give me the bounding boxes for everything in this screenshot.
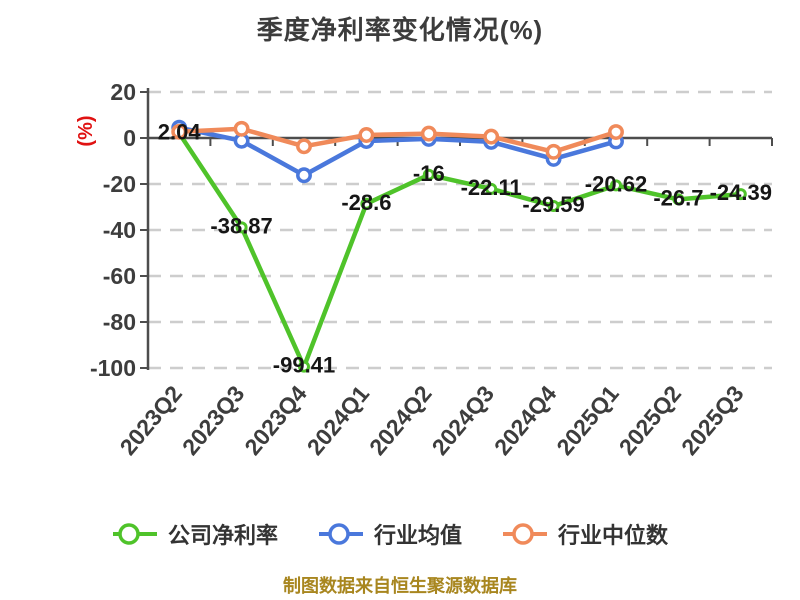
series-marker-industry-median: [420, 125, 437, 142]
series-marker-company: [610, 179, 622, 192]
y-tick-label: -80: [103, 309, 136, 335]
data-label: -22.11: [461, 175, 522, 200]
legend-label-industry-median: 行业中位数: [558, 523, 669, 548]
legend-item-industry-median[interactable]: 行业中位数: [502, 518, 668, 550]
legend-label-industry-average: 行业均值: [373, 523, 462, 548]
y-tick-label: 0: [123, 125, 136, 151]
data-label: -99.41: [273, 353, 335, 378]
data-label: 2.04: [158, 119, 202, 144]
line-marker-icon: [503, 523, 547, 545]
x-tick-label: 2023Q3: [177, 381, 250, 460]
legend-label-company: 公司净利率: [167, 523, 278, 548]
legend: 公司净利率 行业均值 行业中位数: [0, 518, 780, 550]
series-marker-company: [422, 168, 435, 181]
series-marker-industry-median: [296, 138, 312, 155]
series-marker-industry-median: [233, 120, 250, 137]
data-source-note: 制图数据来自恒生聚源数据库: [283, 576, 517, 596]
series-marker-industry-median: [171, 123, 188, 140]
x-tick-label: 2024Q4: [489, 380, 562, 460]
x-tick-label: 2024Q3: [426, 381, 499, 460]
series-marker-company: [672, 193, 685, 206]
legend-item-company[interactable]: 公司净利率: [112, 518, 278, 550]
data-label: -38.87: [210, 213, 272, 238]
series-marker-industry-median: [608, 124, 624, 140]
x-tick-label: 2025Q1: [551, 380, 624, 460]
x-tick-label: 2023Q2: [114, 381, 187, 460]
data-label: -26.7: [653, 185, 703, 210]
x-tick-label: 2025Q3: [676, 381, 749, 460]
series-marker-company: [734, 188, 747, 201]
legend-item-industry-average[interactable]: 行业均值: [318, 518, 462, 550]
series-line-company: [176, 131, 744, 369]
chart-title: 季度净利率变化情况(%): [256, 15, 544, 45]
series-marker-industry-median: [483, 128, 500, 145]
series-marker-industry-average: [296, 167, 312, 184]
x-tick-label: 2025Q2: [614, 381, 687, 460]
line-marker-icon: [318, 523, 363, 545]
x-tick-label: 2024Q2: [364, 381, 437, 460]
series-marker-company: [298, 360, 310, 373]
series-marker-industry-median: [358, 127, 375, 143]
y-tick-label: 20: [110, 79, 136, 105]
series-marker-company: [485, 182, 498, 195]
series-marker-industry-median: [545, 143, 562, 160]
x-tick-label: 2023Q4: [239, 380, 312, 460]
y-tick-label: -100: [90, 355, 136, 381]
data-label: -28.6: [341, 190, 391, 215]
data-label: -20.62: [585, 171, 647, 196]
series-line-industry-median: [176, 126, 619, 155]
data-label: -29.59: [522, 192, 584, 217]
data-label: -16: [413, 161, 445, 186]
y-tick-label: -20: [103, 171, 136, 197]
series-marker-company: [547, 200, 560, 213]
x-tick-label: 2024Q1: [302, 380, 375, 460]
series-line-industry-average: [176, 125, 619, 178]
y-tick-label: -60: [103, 263, 136, 289]
series-marker-company: [360, 197, 373, 210]
series-marker-company: [235, 221, 248, 234]
y-tick-label: -40: [103, 217, 136, 243]
line-marker-icon: [112, 523, 157, 545]
data-label: -24.39: [710, 180, 772, 205]
